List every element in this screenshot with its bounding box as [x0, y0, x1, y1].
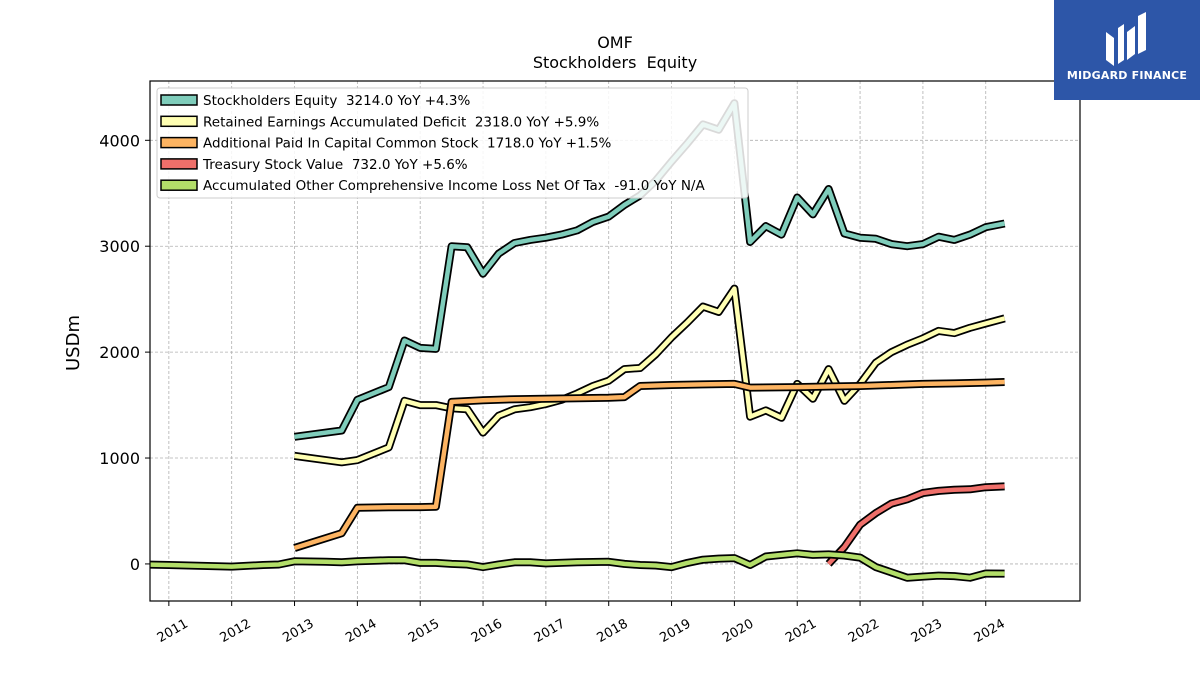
x-tick-label: 2012	[218, 616, 254, 646]
x-tick-label: 2013	[280, 616, 316, 646]
x-tick-label: 2024	[972, 616, 1008, 646]
chart-title: OMF	[597, 33, 633, 52]
x-tick-label: 2021	[783, 616, 819, 646]
x-tick-label: 2017	[532, 616, 568, 646]
legend-swatch	[160, 94, 198, 106]
legend-entry: Additional Paid In Capital Common Stock …	[203, 136, 612, 152]
y-tick-label: 3000	[99, 237, 140, 256]
series-line	[150, 551, 1005, 580]
y-tick-label: 1000	[99, 449, 140, 468]
brand-logo: MIDGARD FINANCE	[1054, 0, 1200, 100]
legend-swatch	[160, 115, 198, 128]
series-accumulated-other-comprehensive-income-loss-net-of-tax	[150, 549, 1005, 582]
x-tick-label: 2014	[343, 616, 379, 646]
series-line	[826, 484, 1005, 566]
x-axis-ticks: 2011 2012 2013 2014 2015 2016 2017 2018 2019 2020…	[155, 601, 1008, 646]
y-tick-label: 4000	[99, 131, 140, 150]
legend-entry: Treasury Stock Value 732.0 YoY +5.6%	[202, 157, 468, 173]
series-additional-paid-in-capital-common-stock	[293, 378, 1005, 552]
x-tick-label: 2011	[155, 616, 191, 646]
series-line	[293, 379, 1005, 551]
y-axis-ticks: 0 1000 2000 3000 4000	[99, 131, 150, 574]
legend-entry: Stockholders Equity 3214.0 YoY +4.3%	[203, 93, 471, 109]
legend-entry: Accumulated Other Comprehensive Income L…	[203, 178, 705, 194]
x-tick-label: 2023	[909, 616, 945, 646]
legend-swatch	[160, 136, 198, 149]
series-retained-earnings-accumulated-deficit	[293, 284, 1006, 467]
legend-swatch	[160, 179, 198, 191]
x-tick-label: 2015	[406, 616, 442, 646]
y-tick-label: 0	[130, 555, 140, 574]
x-tick-label: 2020	[720, 616, 756, 646]
x-tick-label: 2019	[657, 616, 693, 646]
logo-text: MIDGARD FINANCE	[1066, 69, 1188, 82]
legend-entry: Retained Earnings Accumulated Deficit 23…	[203, 114, 599, 130]
x-tick-label: 2018	[595, 616, 631, 646]
series-line	[294, 286, 1006, 465]
x-tick-label: 2022	[846, 616, 882, 646]
legend: Stockholders Equity 3214.0 YoY +4.3% Reta…	[156, 87, 749, 199]
legend-swatch	[160, 158, 198, 170]
x-tick-label: 2016	[469, 616, 505, 646]
series-outline	[293, 284, 1006, 467]
series-treasury-stock-value	[825, 482, 1005, 567]
y-axis-label: USDm	[63, 315, 84, 371]
series-outline	[825, 482, 1005, 567]
plot-area-frame	[149, 80, 1081, 602]
y-tick-label: 2000	[99, 343, 140, 362]
chart-subtitle: Stockholders Equity	[533, 53, 697, 72]
legend-box	[156, 87, 749, 199]
midgard-logo-icon	[1106, 12, 1146, 66]
